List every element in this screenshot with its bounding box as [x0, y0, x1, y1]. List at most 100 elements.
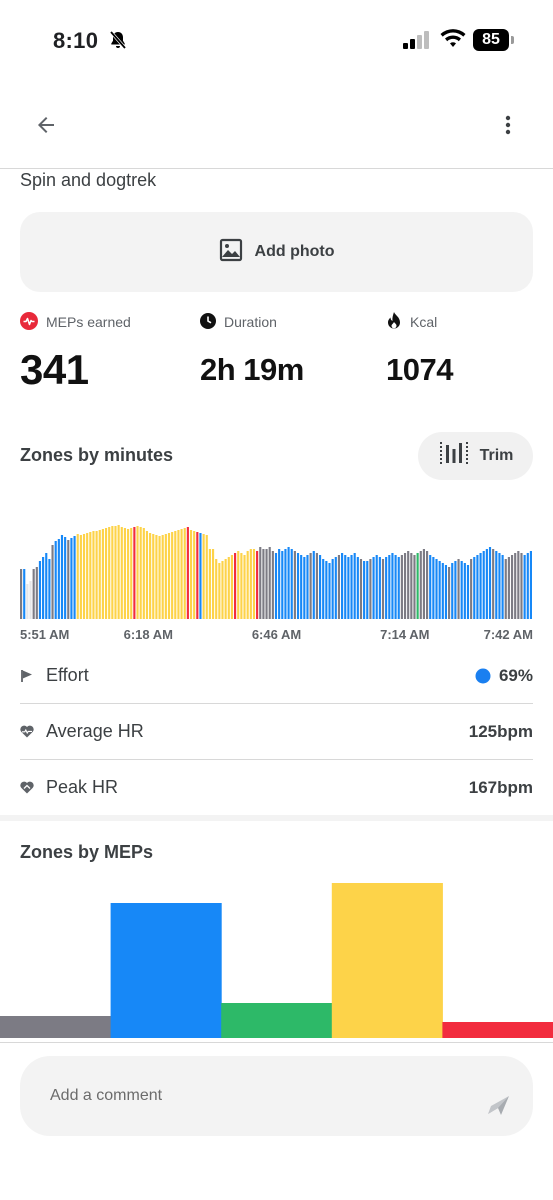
minutes-bar	[438, 561, 441, 619]
minutes-bar	[108, 527, 111, 619]
minutes-bar	[139, 527, 142, 619]
minutes-bar	[482, 551, 485, 619]
x-tick-label: 5:51 AM	[20, 627, 69, 642]
minutes-bar	[38, 561, 42, 619]
minutes-bar	[303, 557, 306, 619]
comment-box	[20, 1056, 533, 1136]
bottom-divider	[0, 1042, 553, 1043]
battery-tip	[511, 36, 514, 44]
minutes-bar	[265, 549, 268, 619]
minutes-bar	[284, 549, 287, 619]
minutes-bar	[196, 532, 199, 619]
stat-kcal: Kcal 1074	[386, 311, 453, 388]
minutes-bar	[234, 553, 237, 619]
minutes-bar	[444, 565, 448, 619]
minutes-bar	[403, 553, 407, 619]
minutes-bar	[26, 584, 29, 619]
minutes-bar	[369, 559, 372, 619]
minutes-bar	[470, 559, 473, 619]
minutes-bar	[281, 551, 284, 619]
minutes-bar	[79, 535, 82, 619]
trim-button[interactable]: Trim	[418, 432, 533, 480]
minutes-bar	[199, 533, 202, 619]
minutes-bar	[492, 549, 495, 619]
comment-input[interactable]	[50, 1056, 450, 1136]
minutes-bar	[407, 551, 410, 619]
back-arrow-icon[interactable]	[28, 107, 64, 143]
minutes-bar	[498, 553, 501, 619]
minutes-bar	[193, 531, 196, 619]
more-vertical-icon[interactable]	[490, 107, 526, 143]
effort-value: 69%	[498, 665, 533, 685]
effort-label: Effort	[46, 665, 89, 685]
metric-peak-hr: Peak HR 167bpm	[20, 760, 533, 815]
minutes-bar	[341, 553, 344, 619]
minutes-bar	[268, 547, 271, 619]
minutes-bar	[312, 551, 315, 619]
minutes-bar	[463, 563, 466, 619]
minutes-bar	[290, 549, 293, 619]
minutes-bar	[142, 528, 145, 619]
metric-divider	[20, 759, 533, 760]
minutes-bar	[425, 551, 429, 619]
minutes-bar	[504, 559, 507, 619]
minutes-bar	[42, 557, 45, 619]
minutes-bar	[278, 549, 281, 619]
minutes-bar	[293, 551, 296, 619]
effort-dot-icon	[475, 668, 491, 683]
minutes-bar	[388, 555, 391, 619]
minutes-bar	[259, 547, 262, 619]
minutes-bar	[454, 561, 457, 619]
minutes-bar	[479, 553, 482, 619]
add-photo-label: Add photo	[254, 243, 335, 260]
minutes-bar	[29, 581, 32, 619]
flame-icon	[386, 311, 402, 333]
heart-rate-icon	[20, 725, 38, 738]
minutes-bar	[331, 559, 334, 619]
minutes-bar	[523, 555, 526, 619]
minutes-bar	[98, 530, 101, 619]
zones-by-minutes-chart: 5:51 AM 6:18 AM 6:46 AM 7:14 AM 7:42 AM	[20, 525, 533, 642]
zones-by-minutes-title: Zones by minutes	[20, 445, 174, 465]
send-icon[interactable]	[483, 1090, 513, 1120]
minutes-bar	[271, 551, 274, 619]
app-bar	[0, 95, 553, 155]
minutes-bar	[215, 559, 218, 619]
wifi-icon	[440, 29, 466, 54]
minutes-bar	[237, 551, 240, 619]
minutes-bar	[189, 530, 193, 619]
minutes-bar	[350, 555, 353, 619]
minutes-bar	[485, 549, 488, 619]
minutes-bar	[413, 555, 416, 619]
clock-icon	[200, 312, 216, 332]
minutes-bar	[510, 555, 514, 619]
minutes-bar	[252, 549, 256, 619]
minutes-bar	[20, 569, 23, 619]
minutes-bar	[205, 535, 208, 619]
minutes-bar	[227, 557, 230, 619]
stat-duration-value: 2h 19m	[200, 352, 304, 387]
meps-bar-yellow	[331, 883, 443, 1038]
minutes-bar	[514, 553, 517, 619]
minutes-bar	[32, 569, 35, 619]
flag-icon	[20, 669, 38, 683]
stat-meps: MEPs earned 341	[20, 311, 131, 394]
minutes-bar	[529, 551, 532, 619]
minutes-bar	[378, 557, 381, 619]
minutes-bar	[51, 545, 54, 619]
minutes-bar	[410, 553, 413, 619]
zones-by-meps-chart	[0, 883, 553, 1038]
zones-by-meps-title: Zones by MEPs	[20, 842, 154, 862]
minutes-bar	[356, 557, 359, 619]
minutes-bar	[315, 553, 318, 619]
minutes-bar	[419, 551, 422, 619]
add-photo-button[interactable]: Add photo	[20, 212, 533, 292]
heart-pulse-icon	[20, 311, 38, 333]
heart-peak-icon	[20, 781, 38, 794]
minutes-bar	[35, 567, 38, 619]
stat-duration-label: Duration	[224, 314, 277, 330]
minutes-bar	[296, 553, 300, 619]
minutes-bar	[76, 534, 79, 619]
minutes-bar	[152, 534, 155, 619]
meps-bar-red	[442, 1022, 553, 1038]
